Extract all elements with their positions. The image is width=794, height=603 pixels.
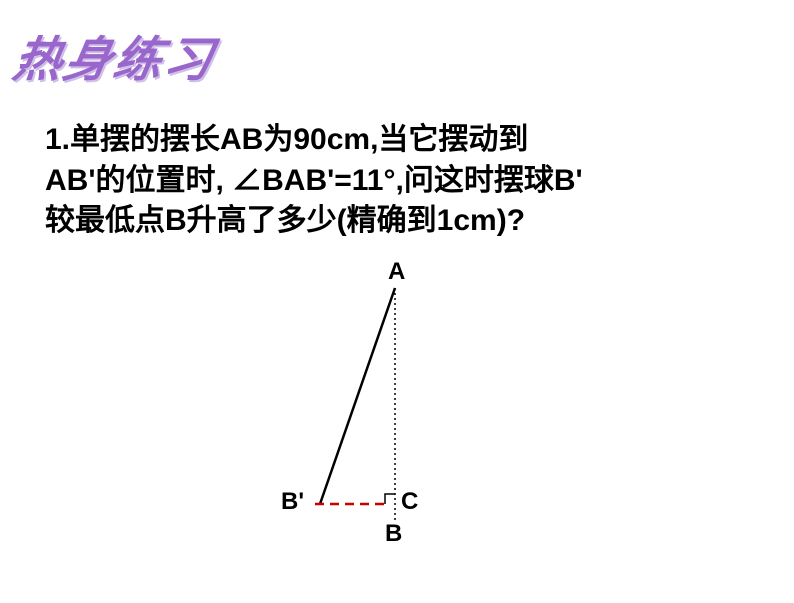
warmup-title: 热身练习	[9, 20, 221, 90]
problem-text: 1.单摆的摆长AB为90cm,当它摆动到 AB'的位置时, ∠BAB'=11°,…	[45, 120, 745, 242]
problem-line3: 较最低点B升高了多少(精确到1cm)?	[45, 204, 525, 237]
label-c: C	[401, 488, 418, 516]
label-a: A	[388, 258, 405, 286]
right-angle-marker	[385, 494, 395, 504]
label-bprime: B'	[281, 488, 304, 516]
line-abprime	[320, 288, 395, 504]
problem-line1: 1.单摆的摆长AB为90cm,当它摆动到	[45, 123, 528, 156]
label-b: B	[385, 520, 402, 548]
pendulum-diagram: A B' C B	[245, 258, 545, 598]
problem-line2: AB'的位置时, ∠BAB'=11°,问这时摆球B'	[45, 164, 583, 197]
